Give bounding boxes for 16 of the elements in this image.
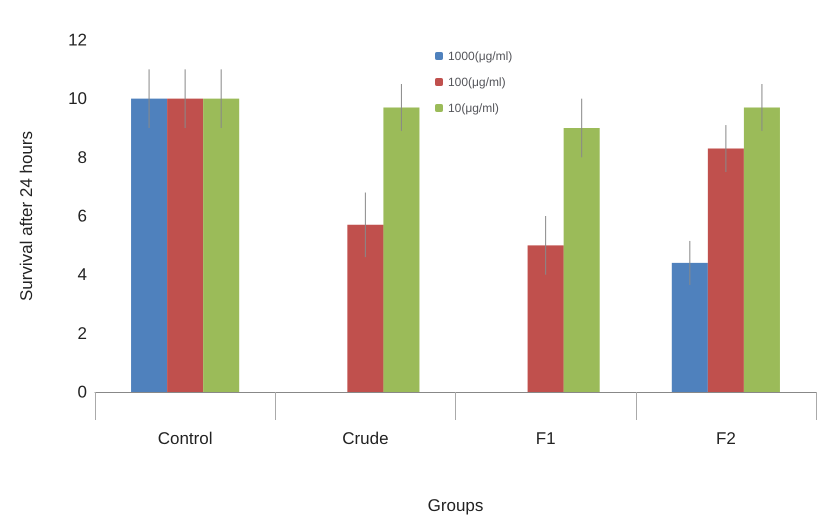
x-axis-title: Groups	[428, 496, 484, 515]
y-tick-label: 8	[78, 148, 87, 167]
y-tick-label: 12	[68, 30, 87, 50]
x-tick-label: F2	[716, 429, 736, 448]
legend-label: 100(μg/ml)	[448, 75, 506, 89]
y-tick-label: 0	[78, 382, 87, 402]
y-tick-label: 4	[78, 265, 87, 284]
y-tick-label: 2	[78, 324, 87, 343]
x-tick-label: Crude	[342, 429, 389, 448]
x-tick-label: Control	[158, 429, 213, 448]
y-tick-label: 10	[68, 89, 87, 108]
legend-label: 1000(μg/ml)	[448, 49, 512, 63]
y-tick-label: 6	[78, 206, 87, 226]
y-axis-title: Survival after 24 hours	[17, 130, 36, 302]
legend-label: 10(μg/ml)	[448, 101, 499, 115]
x-tick-label: F1	[536, 429, 556, 448]
